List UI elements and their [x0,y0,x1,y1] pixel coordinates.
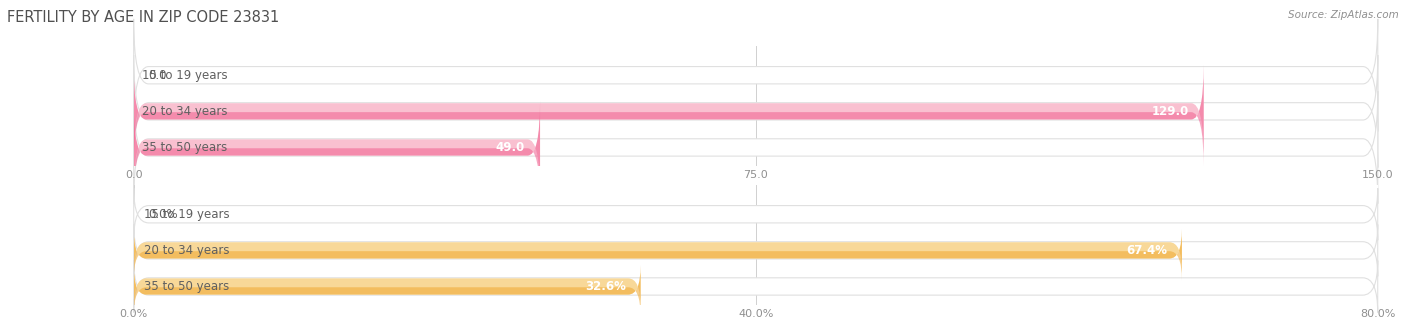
FancyBboxPatch shape [134,91,1378,204]
Text: 15 to 19 years: 15 to 19 years [145,208,231,221]
Text: 49.0: 49.0 [496,141,524,154]
Text: 35 to 50 years: 35 to 50 years [145,280,229,293]
Text: 20 to 34 years: 20 to 34 years [142,105,228,118]
Text: 20 to 34 years: 20 to 34 years [145,244,231,257]
FancyBboxPatch shape [134,101,540,194]
Text: 35 to 50 years: 35 to 50 years [142,141,228,154]
Text: 129.0: 129.0 [1152,105,1188,118]
FancyBboxPatch shape [134,188,1378,240]
Text: 0.0: 0.0 [149,69,167,82]
Text: 15 to 19 years: 15 to 19 years [142,69,228,82]
Text: Source: ZipAtlas.com: Source: ZipAtlas.com [1288,10,1399,20]
FancyBboxPatch shape [134,224,1378,276]
FancyBboxPatch shape [134,101,540,203]
Text: 0.0%: 0.0% [149,208,179,221]
FancyBboxPatch shape [134,260,1378,312]
Text: 67.4%: 67.4% [1126,244,1167,257]
FancyBboxPatch shape [134,55,1378,168]
Text: 32.6%: 32.6% [585,280,626,293]
FancyBboxPatch shape [134,266,641,307]
FancyBboxPatch shape [134,266,641,316]
FancyBboxPatch shape [134,19,1378,131]
FancyBboxPatch shape [134,230,1182,280]
FancyBboxPatch shape [134,230,1182,271]
Text: FERTILITY BY AGE IN ZIP CODE 23831: FERTILITY BY AGE IN ZIP CODE 23831 [7,10,280,25]
FancyBboxPatch shape [134,65,1204,166]
FancyBboxPatch shape [134,65,1204,157]
